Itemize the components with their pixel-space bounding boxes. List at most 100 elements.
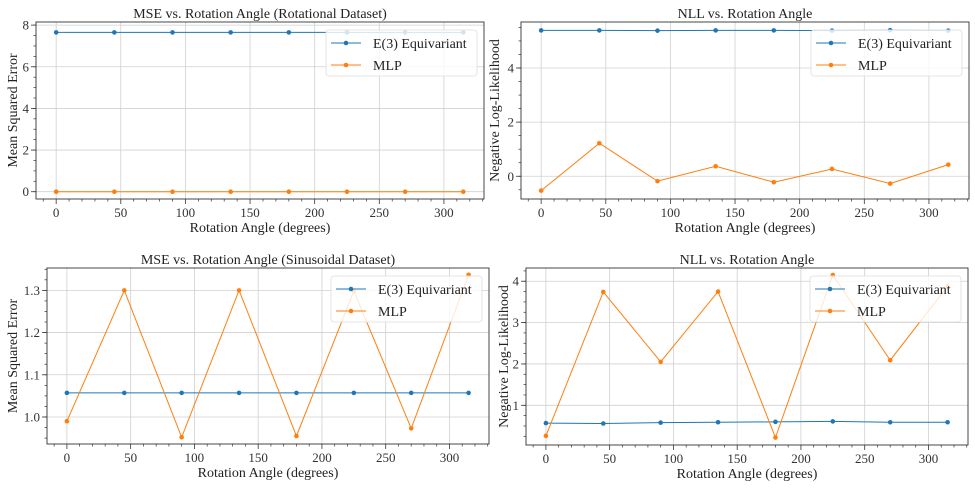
y-tick-label: 2 [508, 115, 515, 130]
chart-title: NLL vs. Rotation Angle [678, 7, 813, 22]
data-point [773, 435, 778, 440]
data-point [887, 181, 893, 186]
data-point [294, 390, 299, 396]
data-point [228, 189, 233, 195]
legend-marker [348, 308, 354, 314]
legend-label: MLP [857, 305, 886, 320]
data-point [121, 288, 127, 293]
y-axis-label: Mean Squared Error [6, 53, 21, 168]
x-tick-label: 50 [603, 451, 616, 466]
data-point [830, 419, 836, 424]
x-axis-label: Rotation Angle (degrees) [198, 466, 339, 481]
data-point [538, 28, 544, 33]
x-tick-label: 150 [727, 451, 747, 466]
x-axis-label: Rotation Angle (degrees) [190, 221, 331, 236]
subplot-1: 0 50 100 150 200 250 300 0 2 4 6 8 E(3) Equivariant M… [6, 7, 485, 236]
x-axis-label: Rotation Angle (degrees) [675, 221, 816, 236]
data-point [170, 30, 175, 35]
x-tick-label: 100 [664, 451, 684, 466]
y-tick-label: 1.2 [24, 325, 40, 340]
data-point [344, 189, 350, 195]
x-tick-label: 100 [661, 205, 681, 220]
legend-label: E(3) Equivariant [373, 37, 467, 52]
data-point [887, 357, 893, 363]
data-point [715, 289, 721, 294]
data-point [179, 390, 184, 396]
x-tick-label: 200 [791, 451, 811, 466]
data-point [228, 30, 233, 35]
axes-frame [525, 267, 969, 446]
x-tick-label: 250 [370, 205, 390, 220]
data-point [179, 434, 184, 440]
series-line-e3-equivariant [545, 420, 948, 424]
legend-box [810, 29, 963, 77]
y-axis-label: Negative Log-Likelihood [488, 39, 503, 182]
subplot-2: 0 50 100 150 200 250 300 0 2 4 E(3) Equivariant MLP… [488, 7, 970, 236]
data-point [112, 30, 117, 35]
subplot-3: 0 50 100 150 200 250 300 1.0 1.1 1.2 1.3 E(3) Equiv… [6, 253, 490, 481]
legend-label: MLP [373, 59, 402, 74]
data-point [538, 188, 544, 193]
y-tick-label: 0 [508, 169, 515, 184]
data-point [466, 390, 471, 396]
legend-marker [343, 40, 349, 46]
data-point [771, 28, 777, 33]
data-point [121, 390, 127, 396]
series-line-mlp [540, 142, 949, 191]
x-tick-label: 200 [305, 205, 325, 220]
data-point [402, 189, 408, 195]
chart-title: MSE vs. Rotation Angle (Sinusoidal Datas… [141, 253, 396, 268]
data-point [112, 189, 117, 195]
data-point [543, 420, 549, 426]
data-point [53, 30, 59, 35]
chart-title: NLL vs. Rotation Angle [680, 253, 815, 268]
data-point [294, 433, 299, 439]
x-tick-label: 250 [376, 450, 396, 465]
y-tick-label: 4 [23, 101, 30, 116]
data-point [713, 28, 718, 33]
y-tick-label: 2 [513, 356, 520, 371]
legend-label: MLP [858, 59, 887, 74]
data-point [170, 189, 175, 195]
legend-marker [827, 308, 833, 314]
x-tick-label: 100 [185, 450, 205, 465]
x-tick-label: 0 [64, 450, 71, 465]
data-point [236, 288, 242, 293]
x-tick-label: 300 [434, 205, 454, 220]
x-tick-label: 50 [124, 450, 137, 465]
data-point [597, 140, 602, 146]
legend-box [809, 275, 962, 323]
x-tick-label: 250 [855, 205, 875, 220]
data-point [715, 419, 721, 425]
data-point [543, 433, 549, 439]
data-point [351, 390, 357, 396]
data-point [408, 426, 414, 431]
legend-marker [348, 286, 354, 292]
legend-marker [828, 62, 834, 68]
y-tick-label: 3 [513, 315, 520, 330]
data-point [658, 359, 663, 365]
legend-box [330, 275, 483, 323]
data-point [887, 419, 893, 425]
legend: E(3) Equivariant MLP [810, 29, 963, 77]
data-point [597, 28, 602, 33]
legend-label: MLP [378, 305, 407, 320]
data-point [286, 189, 292, 195]
series-line-mlp [545, 273, 948, 439]
y-tick-label: 4 [508, 61, 515, 76]
x-axis-label: Rotation Angle (degrees) [677, 467, 818, 482]
data-point [771, 179, 777, 185]
data-point [286, 30, 292, 35]
x-tick-label: 200 [312, 450, 332, 465]
y-tick-label: 4 [513, 274, 520, 289]
y-tick-label: 1.0 [24, 409, 40, 424]
y-tick-label: 2 [23, 143, 30, 158]
data-point [658, 420, 663, 425]
y-tick-label: 8 [23, 18, 30, 33]
x-tick-label: 150 [240, 205, 260, 220]
y-axis-label: Negative Log-Likelihood [497, 285, 512, 428]
legend-marker [343, 62, 349, 68]
series-line-mlp [66, 274, 470, 439]
data-point [773, 419, 778, 425]
data-point [236, 390, 242, 396]
